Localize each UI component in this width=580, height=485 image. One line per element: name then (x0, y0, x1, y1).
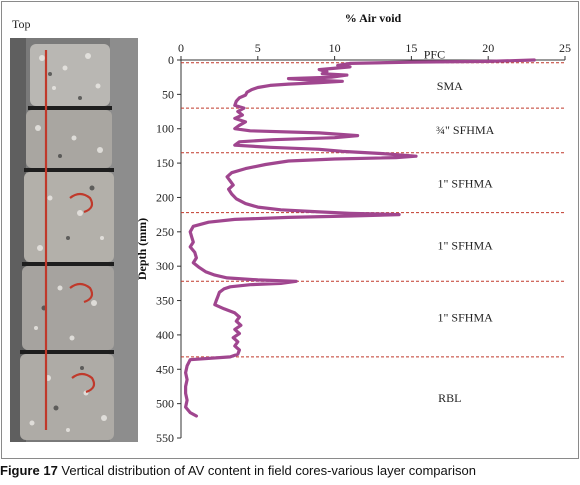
air-void-chart: 0 5 10 15 20 25050100150200250300350400450500… (135, 11, 571, 445)
y-tick-label: 450 (156, 362, 174, 376)
y-tick-label: 50 (162, 87, 174, 101)
chart-axes: 0 5 10 15 20 25050100150200250300350400450500… (156, 41, 571, 445)
layer-label: ¾" SFHMA (436, 123, 495, 137)
core-segment (20, 354, 114, 440)
y-tick-label: 350 (156, 294, 174, 308)
layer-labels: PFC SMA ¾" SFHMA 1" SFHMA 1" SFHMA 1" SFHMA RB… (424, 48, 495, 406)
layer-label: RBL (438, 391, 461, 405)
core-segment (30, 44, 110, 106)
x-tick-label: 0 (178, 41, 184, 55)
air-void-series-line (184, 58, 536, 418)
x-tick-label: 5 (255, 41, 261, 55)
core-seams (20, 106, 114, 354)
y-tick-label: 550 (156, 431, 174, 445)
x-tick-label: 15 (405, 41, 417, 55)
core-segment (26, 110, 112, 168)
figure-caption: Figure 17 Vertical distribution of AV co… (0, 463, 580, 483)
photo-wall (110, 38, 138, 442)
y-tick-label: 200 (156, 190, 174, 204)
layer-label: PFC (424, 48, 445, 62)
layer-label: SMA (437, 79, 463, 93)
y-tick-label: 300 (156, 259, 174, 273)
photo-top-label: Top (12, 17, 31, 31)
y-axis-title: Depth (mm) (135, 218, 149, 280)
x-tick-label: 10 (329, 41, 341, 55)
x-tick-label: 25 (559, 41, 571, 55)
figure-number: Figure 17 (0, 463, 58, 478)
aggregate-speckle (29, 53, 107, 432)
layer-label: 1" SFHMA (438, 177, 494, 191)
y-tick-label: 400 (156, 328, 174, 342)
y-tick-label: 100 (156, 122, 174, 136)
y-tick-label: 150 (156, 156, 174, 170)
y-tick-label: 0 (168, 53, 174, 67)
field-core-photo-graphic (10, 38, 138, 442)
field-core-photo (10, 38, 138, 442)
figure-caption-text: Vertical distribution of AV content in f… (61, 463, 476, 478)
y-tick-label: 500 (156, 397, 174, 411)
x-axis-title: % Air void (345, 11, 402, 25)
core-markings (44, 50, 96, 430)
y-tick-label: 250 (156, 225, 174, 239)
core-marking-text (69, 192, 94, 214)
layer-label: 1" SFHMA (438, 311, 494, 325)
x-tick-label: 20 (482, 41, 494, 55)
core-marking-text (69, 282, 94, 304)
core-marking-text (71, 372, 96, 394)
layer-label: 1" SFHMA (438, 239, 494, 253)
